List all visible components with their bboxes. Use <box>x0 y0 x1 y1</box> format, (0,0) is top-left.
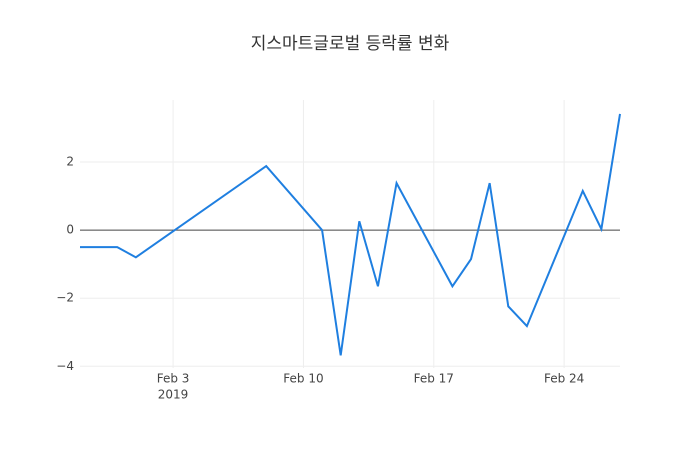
y-tick-label: −4 <box>56 359 74 373</box>
x-tick-label: Feb 3 <box>157 372 190 386</box>
x-tick-label: Feb 24 <box>544 372 584 386</box>
x-tick-label: Feb 10 <box>283 372 323 386</box>
y-tick-label: 2 <box>66 154 74 168</box>
data-line <box>80 113 621 356</box>
chart-title: 지스마트글로벌 등락률 변화 <box>251 34 450 54</box>
y-tick-label: 0 <box>66 223 74 237</box>
x-tick-label: Feb 17 <box>414 372 454 386</box>
x-year-label: 2019 <box>158 388 189 402</box>
y-tick-label: −2 <box>56 291 74 305</box>
